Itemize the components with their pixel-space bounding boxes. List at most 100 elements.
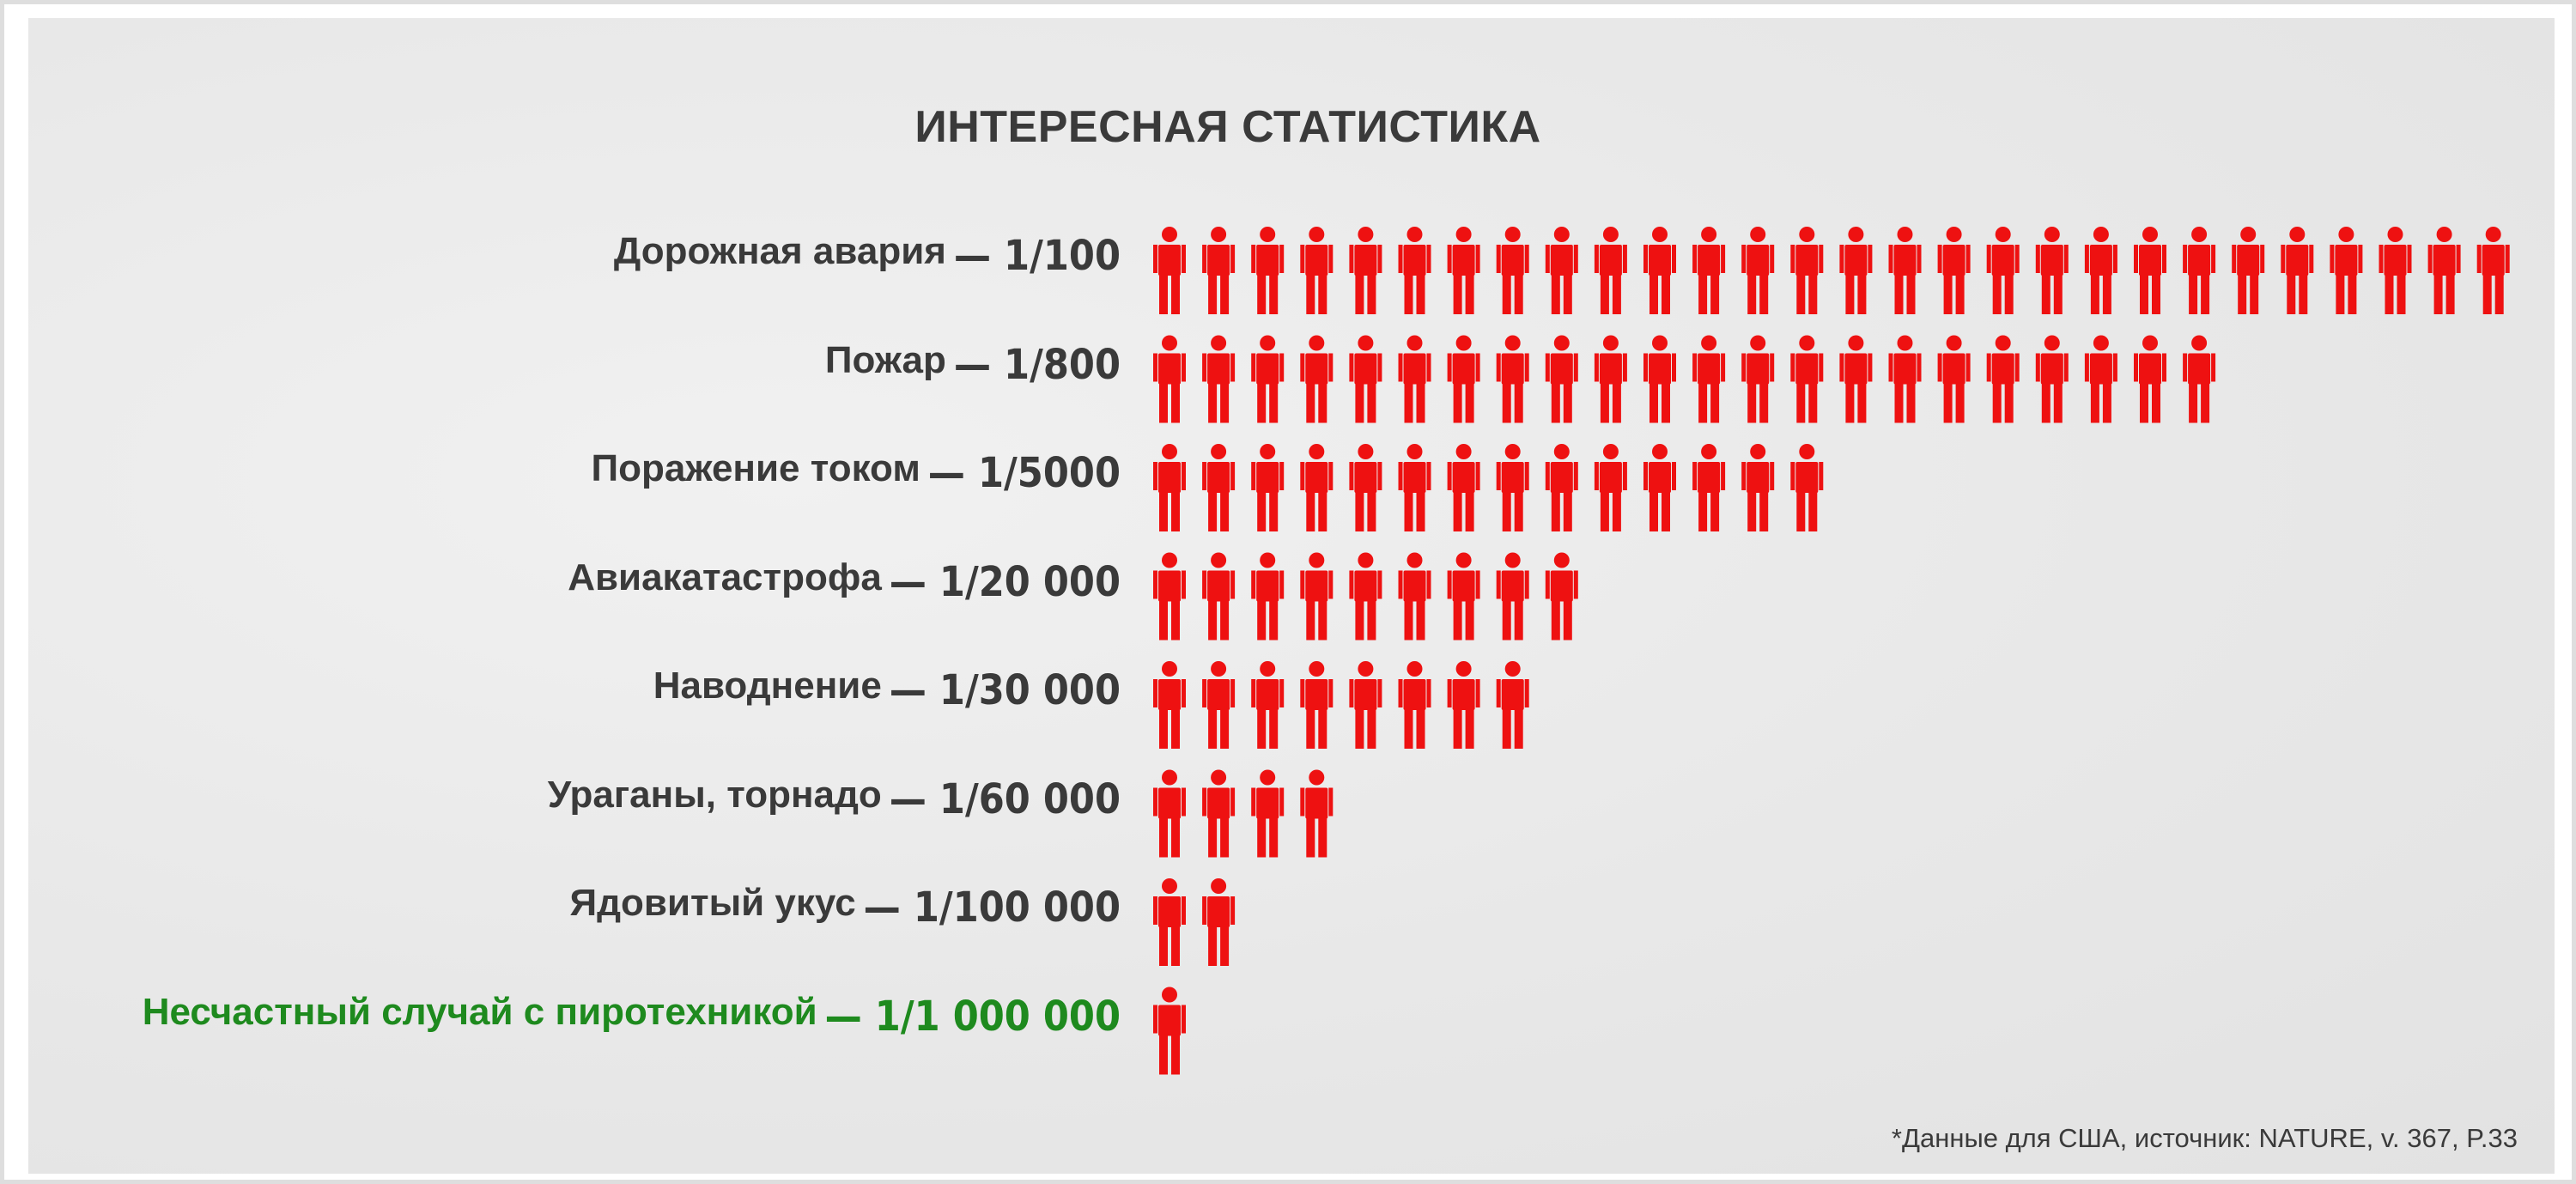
- person-icon: [1300, 661, 1334, 749]
- person-icon: [1594, 227, 1627, 314]
- ratio-label: — 1/1 000 000: [824, 992, 1121, 1041]
- person-icon: [2183, 227, 2216, 314]
- person-icon: [1790, 335, 1824, 423]
- person-icon: [1300, 335, 1334, 423]
- row-label: Авиакатастрофа — 1/20 000: [568, 548, 1121, 616]
- ratio-label: — 1/30 000: [889, 666, 1121, 714]
- ratio-label: — 1/5000: [927, 449, 1121, 497]
- person-icon: [2084, 335, 2117, 423]
- person-icon: [1153, 552, 1186, 641]
- person-icon: [1447, 444, 1480, 531]
- person-icon: [1545, 227, 1578, 314]
- person-icon: [1790, 227, 1824, 314]
- row-label: Несчастный случай с пиротехникой — 1/1 0…: [143, 982, 1121, 1051]
- person-icon: [1496, 444, 1529, 531]
- category-label: Авиакатастрофа: [568, 556, 882, 598]
- person-icon: [1349, 335, 1382, 423]
- person-icon: [1202, 552, 1236, 641]
- person-icon: [2330, 227, 2363, 314]
- person-icon: [1251, 227, 1285, 314]
- category-label: Наводнение: [653, 665, 882, 707]
- person-icon: [2134, 335, 2166, 423]
- person-icon: [1349, 552, 1382, 641]
- person-icon: [2476, 227, 2510, 314]
- person-icon: [1349, 227, 1382, 314]
- person-icon: [1153, 661, 1186, 749]
- person-icon: [1153, 769, 1186, 858]
- person-icon: [1496, 552, 1529, 641]
- person-icon: [1643, 335, 1676, 423]
- person-icon: [1839, 227, 1873, 314]
- person-icon: [1790, 444, 1824, 531]
- category-label: Поражение током: [591, 447, 920, 489]
- person-icon: [1153, 444, 1186, 531]
- source-footnote: *Данные для США, источник: NATURE, v. 36…: [1891, 1123, 2518, 1153]
- person-icon: [1937, 227, 1971, 314]
- person-icon: [1153, 987, 1186, 1075]
- person-icon: [1888, 227, 1922, 314]
- person-icon: [1496, 661, 1529, 749]
- person-icon: [1398, 444, 1431, 531]
- category-label: Ураганы, торнадо: [547, 773, 882, 816]
- person-icon: [1251, 444, 1285, 531]
- row-label: Поражение током — 1/5000: [591, 439, 1121, 507]
- person-icon: [1349, 661, 1382, 749]
- person-icon: [1545, 444, 1578, 531]
- person-icon: [1300, 444, 1334, 531]
- row-label: Ядовитый укус — 1/100 000: [570, 873, 1121, 942]
- person-icon: [1153, 335, 1186, 423]
- person-icon: [1594, 444, 1627, 531]
- category-label: Несчастный случай с пиротехникой: [142, 990, 817, 1033]
- person-icon: [1349, 444, 1382, 531]
- person-icon: [1153, 227, 1186, 314]
- row-label: Наводнение — 1/30 000: [653, 656, 1121, 725]
- person-icon: [1496, 227, 1529, 314]
- ratio-label: — 1/100: [953, 232, 1121, 280]
- person-icon: [1741, 335, 1775, 423]
- person-icon: [2084, 227, 2117, 314]
- person-icon: [1496, 335, 1529, 423]
- person-icon: [1398, 661, 1431, 749]
- person-icon: [1251, 335, 1285, 423]
- person-icon: [1202, 335, 1236, 423]
- category-label: Ядовитый укус: [569, 882, 856, 924]
- chart-title: ИНТЕРЕСНАЯ СТАТИСТИКА: [914, 102, 1541, 152]
- person-icon: [1447, 227, 1480, 314]
- person-icon: [1153, 878, 1186, 966]
- person-icon: [1643, 227, 1676, 314]
- ratio-label: — 1/20 000: [889, 557, 1121, 606]
- person-icon: [2134, 227, 2166, 314]
- person-icon: [1888, 335, 1922, 423]
- person-icon: [2281, 227, 2314, 314]
- person-icon: [1545, 335, 1578, 423]
- person-icon: [1643, 444, 1676, 531]
- person-icon: [1447, 552, 1480, 641]
- person-icon: [1594, 335, 1627, 423]
- row-label: Ураганы, торнадо — 1/60 000: [548, 765, 1121, 834]
- person-icon: [1300, 552, 1334, 641]
- person-icon: [1202, 878, 1236, 966]
- category-label: Пожар: [824, 338, 946, 381]
- category-label: Дорожная авария: [613, 230, 946, 272]
- person-icon: [1692, 335, 1726, 423]
- person-icon: [1300, 227, 1334, 314]
- person-icon: [1839, 335, 1873, 423]
- person-icon: [1398, 335, 1431, 423]
- person-icon: [1741, 444, 1775, 531]
- person-icon: [1202, 661, 1236, 749]
- person-icon: [1398, 227, 1431, 314]
- person-icon: [1447, 335, 1480, 423]
- person-icon: [1692, 444, 1726, 531]
- person-icon: [1202, 444, 1236, 531]
- person-icon: [1398, 552, 1431, 641]
- person-icon: [1251, 661, 1285, 749]
- person-icon: [1692, 227, 1726, 314]
- person-icon: [1986, 227, 2020, 314]
- person-icon: [2427, 227, 2461, 314]
- person-icon: [1202, 227, 1236, 314]
- person-icon: [2035, 335, 2069, 423]
- row-label: Пожар — 1/800: [825, 331, 1121, 399]
- ratio-label: — 1/800: [953, 340, 1121, 389]
